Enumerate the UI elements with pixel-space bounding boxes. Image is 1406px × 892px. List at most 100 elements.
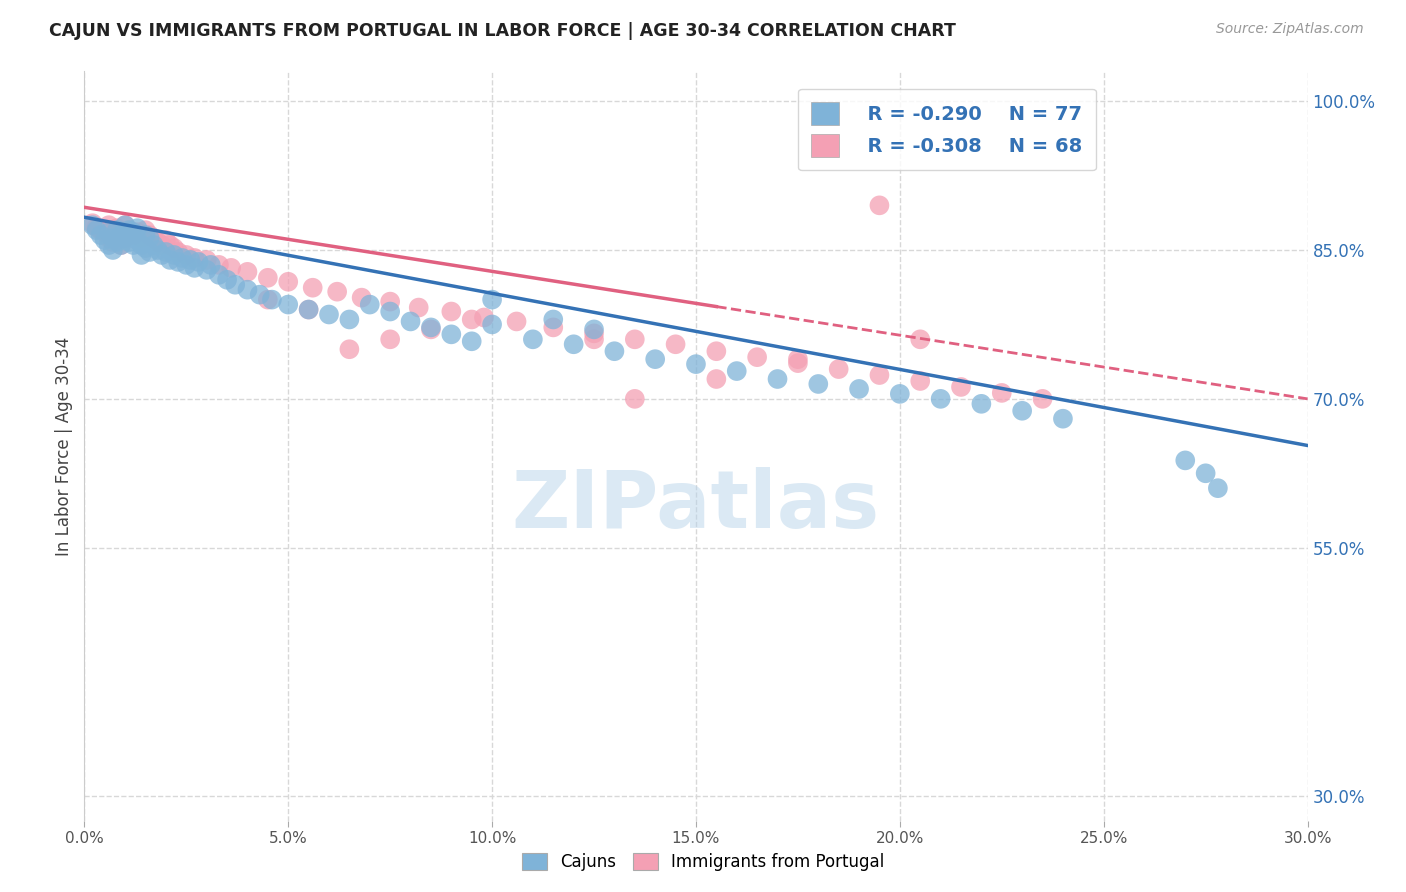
Point: [725, 364, 748, 378]
Point: [135, 228, 157, 243]
Point: [142, 238, 165, 252]
Point: [481, 318, 503, 332]
Point: [163, 248, 186, 262]
Text: CAJUN VS IMMIGRANTS FROM PORTUGAL IN LABOR FORCE | AGE 30-34 CORRELATION CHART: CAJUN VS IMMIGRANTS FROM PORTUGAL IN LAB…: [49, 22, 956, 40]
Point: [131, 231, 153, 245]
Point: [138, 231, 160, 245]
Point: [828, 362, 851, 376]
Point: [97, 238, 120, 252]
Point: [146, 243, 169, 257]
Point: [807, 376, 830, 391]
Point: [86, 223, 108, 237]
Point: [326, 285, 349, 299]
Point: [257, 293, 280, 307]
Point: [208, 258, 231, 272]
Legend: Cajuns, Immigrants from Portugal: Cajuns, Immigrants from Portugal: [513, 845, 893, 880]
Point: [766, 372, 789, 386]
Point: [183, 260, 205, 275]
Point: [155, 233, 177, 247]
Point: [339, 312, 361, 326]
Point: [142, 231, 165, 245]
Point: [472, 310, 495, 325]
Point: [93, 233, 115, 247]
Point: [543, 312, 565, 326]
Point: [461, 334, 484, 349]
Point: [339, 343, 361, 357]
Point: [481, 293, 503, 307]
Point: [101, 243, 124, 257]
Point: [685, 357, 707, 371]
Point: [910, 332, 932, 346]
Point: [138, 228, 160, 243]
Point: [1032, 392, 1054, 406]
Point: [118, 223, 141, 237]
Point: [624, 332, 647, 346]
Point: [318, 308, 340, 322]
Point: [195, 252, 218, 267]
Y-axis label: In Labor Force | Age 30-34: In Labor Force | Age 30-34: [55, 336, 73, 556]
Point: [869, 198, 891, 212]
Point: [869, 368, 891, 382]
Point: [1011, 404, 1033, 418]
Point: [105, 221, 128, 235]
Point: [440, 304, 463, 318]
Point: [208, 268, 231, 282]
Point: [114, 231, 136, 245]
Point: [82, 218, 104, 232]
Point: [150, 248, 173, 262]
Point: [122, 225, 145, 239]
Point: [706, 372, 728, 386]
Point: [991, 385, 1014, 400]
Point: [101, 223, 124, 237]
Point: [114, 231, 136, 245]
Point: [624, 392, 647, 406]
Point: [380, 294, 402, 309]
Point: [665, 337, 688, 351]
Point: [159, 238, 181, 252]
Point: [93, 225, 115, 239]
Point: [101, 235, 124, 249]
Point: [155, 244, 177, 259]
Point: [583, 322, 606, 336]
Point: [118, 223, 141, 237]
Point: [174, 258, 197, 272]
Point: [408, 301, 430, 315]
Point: [90, 223, 112, 237]
Point: [644, 352, 666, 367]
Point: [706, 344, 728, 359]
Point: [131, 248, 153, 262]
Point: [505, 314, 527, 328]
Point: [179, 252, 201, 267]
Point: [183, 251, 205, 265]
Text: Source: ZipAtlas.com: Source: ZipAtlas.com: [1216, 22, 1364, 37]
Point: [90, 228, 112, 243]
Point: [200, 258, 222, 272]
Point: [110, 238, 132, 252]
Point: [1195, 467, 1218, 481]
Point: [219, 260, 242, 275]
Point: [848, 382, 870, 396]
Point: [110, 238, 132, 252]
Point: [122, 228, 145, 243]
Point: [138, 244, 160, 259]
Point: [187, 255, 209, 269]
Point: [118, 235, 141, 249]
Point: [747, 350, 769, 364]
Point: [249, 287, 271, 301]
Point: [167, 255, 190, 269]
Point: [440, 327, 463, 342]
Point: [127, 225, 149, 239]
Point: [105, 233, 128, 247]
Point: [583, 332, 606, 346]
Point: [135, 223, 157, 237]
Point: [172, 251, 194, 265]
Point: [97, 225, 120, 239]
Point: [105, 223, 128, 237]
Point: [105, 235, 128, 249]
Point: [461, 312, 484, 326]
Point: [277, 297, 299, 311]
Point: [110, 228, 132, 243]
Point: [1174, 453, 1197, 467]
Point: [131, 238, 153, 252]
Point: [301, 281, 323, 295]
